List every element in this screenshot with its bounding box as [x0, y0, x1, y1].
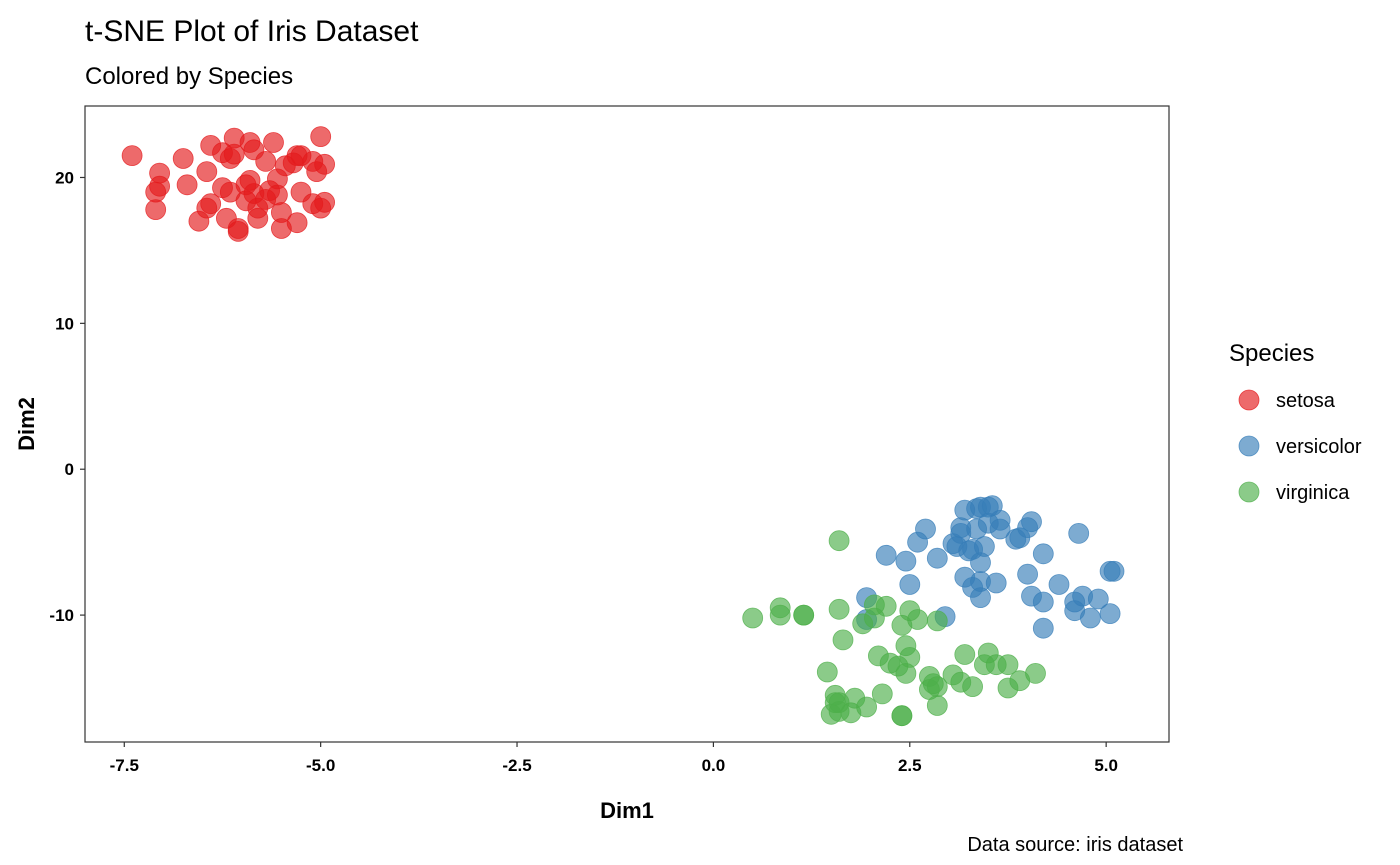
x-axis: -7.5 -5.0 -2.5 0.0 2.5 5.0: [110, 742, 1118, 775]
data-point-virginica: [926, 676, 948, 697]
legend-item-versicolor: versicolor: [1238, 435, 1362, 458]
points-layer: [121, 126, 1125, 727]
data-point-virginica: [1025, 663, 1046, 684]
data-point-versicolor: [1017, 563, 1038, 585]
chart-subtitle: Colored by Species: [85, 63, 293, 90]
data-point-virginica: [864, 594, 885, 616]
data-point-setosa: [172, 148, 194, 169]
series-virginica: [742, 530, 1046, 727]
data-point-virginica: [997, 654, 1019, 676]
legend-label-setosa: setosa: [1276, 390, 1336, 412]
data-point-virginica: [891, 705, 913, 727]
data-point-setosa: [196, 161, 218, 183]
series-versicolor: [856, 495, 1125, 639]
legend-item-virginica: virginica: [1238, 481, 1350, 504]
data-point-setosa: [247, 207, 269, 229]
data-point-versicolor: [1080, 607, 1101, 629]
x-axis-title: Dim1: [600, 798, 654, 823]
legend-label-versicolor: versicolor: [1276, 436, 1362, 458]
legend-label-virginica: virginica: [1276, 482, 1350, 504]
data-point-virginica: [742, 607, 764, 629]
data-point-setosa: [235, 190, 257, 212]
chart-title: t-SNE Plot of Iris Dataset: [85, 15, 419, 48]
y-axis-title: Dim2: [14, 397, 39, 451]
legend-key-versicolor: [1238, 435, 1260, 457]
data-point-versicolor: [899, 574, 921, 595]
data-point-setosa: [310, 126, 332, 148]
y-tick-label: 10: [55, 314, 74, 333]
data-point-virginica: [769, 604, 791, 626]
data-point-setosa: [145, 199, 167, 221]
x-tick-label: -7.5: [110, 756, 139, 775]
data-point-setosa: [200, 193, 222, 215]
data-point-virginica: [828, 598, 850, 620]
data-point-virginica: [926, 695, 948, 716]
data-point-virginica: [962, 676, 983, 697]
x-tick-label: 0.0: [702, 756, 726, 775]
data-point-virginica: [871, 683, 893, 705]
data-point-setosa: [149, 175, 171, 197]
data-point-setosa: [121, 145, 143, 167]
data-point-versicolor: [1032, 591, 1054, 613]
data-point-virginica: [856, 696, 877, 718]
caption: Data source: iris dataset: [967, 834, 1183, 856]
data-point-virginica: [793, 604, 815, 626]
data-point-versicolor: [985, 572, 1007, 594]
data-point-setosa: [314, 191, 336, 213]
data-point-versicolor: [1021, 511, 1042, 533]
data-point-virginica: [899, 647, 921, 668]
y-tick-label: 0: [65, 460, 74, 479]
data-point-versicolor: [1099, 603, 1121, 624]
legend-key-virginica: [1238, 481, 1260, 503]
data-point-setosa: [286, 212, 308, 234]
data-point-versicolor: [875, 544, 897, 566]
y-tick-label: -10: [49, 606, 74, 625]
plot-panel-border: [84, 105, 1170, 743]
legend-item-setosa: setosa: [1238, 389, 1336, 412]
data-point-versicolor: [1068, 523, 1090, 544]
x-tick-label: -5.0: [306, 756, 335, 775]
data-point-virginica: [907, 609, 928, 630]
data-point-versicolor: [1087, 588, 1109, 610]
x-tick-label: 5.0: [1094, 756, 1118, 775]
data-point-versicolor: [926, 547, 948, 569]
x-tick-label: 2.5: [898, 756, 922, 775]
data-point-virginica: [828, 530, 850, 552]
data-point-virginica: [816, 661, 838, 683]
data-point-versicolor: [895, 550, 917, 572]
legend: Species setosa versicolor virginica: [1229, 340, 1362, 504]
legend-title: Species: [1229, 340, 1314, 367]
data-point-setosa: [255, 150, 277, 172]
data-point-virginica: [954, 644, 976, 665]
data-point-setosa: [227, 220, 249, 242]
data-point-versicolor: [1032, 617, 1054, 639]
data-point-setosa: [263, 132, 284, 153]
x-tick-label: -2.5: [502, 756, 531, 775]
data-point-versicolor: [1103, 560, 1125, 582]
data-point-virginica: [926, 610, 948, 632]
data-point-setosa: [314, 153, 336, 175]
y-tick-label: 20: [55, 168, 74, 187]
series-setosa: [121, 126, 336, 242]
data-point-setosa: [176, 174, 198, 196]
data-point-setosa: [270, 202, 292, 223]
data-point-versicolor: [1032, 543, 1054, 565]
data-point-versicolor: [1048, 574, 1070, 595]
data-point-versicolor: [915, 518, 936, 540]
data-point-versicolor: [974, 536, 995, 557]
data-point-virginica: [832, 629, 854, 651]
data-point-versicolor: [989, 518, 1011, 540]
data-point-virginica: [824, 692, 846, 713]
y-axis: 20 10 0 -10: [49, 168, 85, 625]
legend-key-setosa: [1238, 389, 1260, 411]
